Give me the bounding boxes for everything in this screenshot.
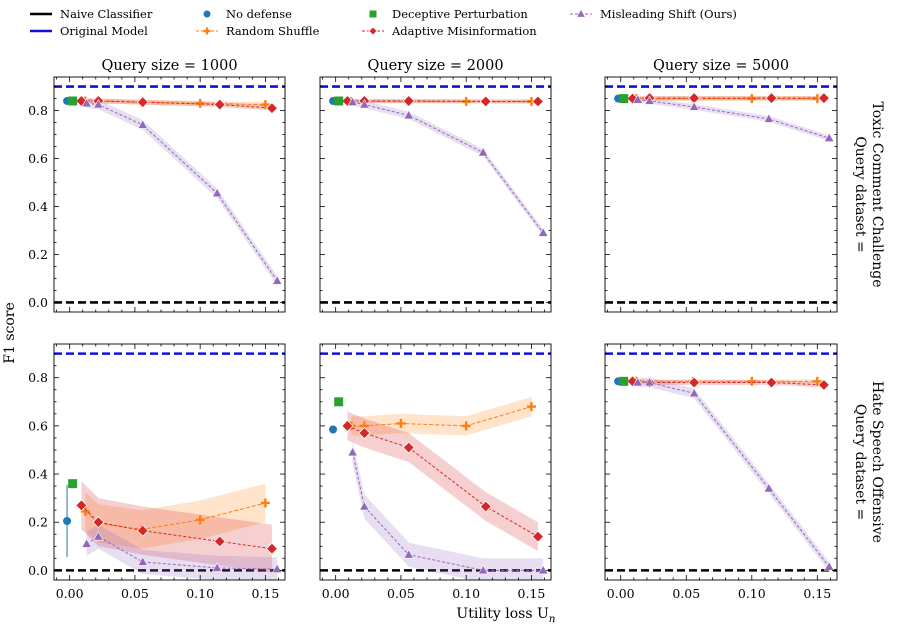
y-tick-label: 0.6	[28, 151, 48, 166]
confidence-band	[353, 99, 544, 237]
x-tick-label: 0.10	[452, 586, 480, 601]
panel-title: Query size = 5000	[653, 58, 789, 74]
triangle-marker	[348, 447, 358, 456]
x-axis-label: Utility loss Un	[456, 606, 555, 625]
x-tick-label: 0.10	[738, 586, 766, 601]
square-marker	[334, 96, 343, 105]
circle-marker	[329, 425, 337, 433]
diamond-marker	[369, 27, 377, 35]
chart-panel: 0.0 0.2 0.4 0.6 0.8 Query size = 1000	[28, 58, 285, 312]
x-tick-label: 0.15	[803, 586, 831, 601]
legend-label: Random Shuffle	[226, 24, 320, 38]
plot-area	[320, 354, 551, 583]
chart-panel: 0.00 0.05 0.10 0.15	[320, 344, 551, 601]
square-marker	[619, 377, 628, 386]
chart-panel: 0.00 0.05 0.10 0.15	[605, 344, 837, 601]
diamond-marker	[214, 99, 225, 110]
x-axis-label-main: Utility loss U	[456, 606, 549, 622]
y-tick-label: 0.0	[28, 563, 48, 578]
y-tick-label: 0.4	[28, 467, 48, 482]
x-tick-label: 0.10	[186, 586, 214, 601]
x-tick-label: 0.15	[518, 586, 546, 601]
row-label-line1: Query dataset =	[852, 136, 868, 252]
plot-area	[54, 354, 285, 582]
legend-item: Misleading Shift (Ours)	[570, 7, 737, 21]
y-tick-label: 0.8	[28, 103, 48, 118]
circle-marker	[63, 517, 71, 525]
y-tick-label: 0.6	[28, 418, 48, 433]
circle-marker	[204, 11, 211, 18]
y-axis-label: F1 score	[2, 302, 18, 364]
plot-area	[54, 87, 285, 303]
plot-area	[605, 354, 837, 572]
diamond-marker	[689, 377, 700, 388]
legend-item: Naive Classifier	[30, 7, 153, 21]
legend-label: Misleading Shift (Ours)	[600, 7, 737, 21]
x-tick-label: 0.15	[252, 586, 280, 601]
y-tick-label: 0.4	[28, 199, 48, 214]
chart-panel: Query size = 5000	[605, 58, 837, 312]
confidence-band	[87, 99, 278, 286]
y-tick-label: 0.8	[28, 370, 48, 385]
diamond-marker	[403, 95, 414, 106]
chart-panel: Query size = 2000	[320, 58, 551, 312]
legend-label: Adaptive Misinformation	[391, 24, 537, 38]
x-tick-label: 0.05	[121, 586, 149, 601]
panel-title: Query size = 1000	[101, 58, 237, 74]
x-axis-label-subscript: n	[549, 613, 556, 625]
x-tick-label: 0.00	[607, 586, 635, 601]
row-label-line1: Query dataset =	[852, 404, 868, 520]
legend-item: Adaptive Misinformation	[362, 24, 537, 38]
plot-area	[320, 87, 551, 303]
confidence-band	[638, 378, 829, 572]
row-label: Query dataset =Toxic Comment Challenge	[852, 102, 885, 288]
diamond-marker	[532, 96, 543, 107]
row-label-line2: Toxic Comment Challenge	[869, 102, 885, 288]
y-tick-label: 0.2	[28, 247, 48, 262]
series-line	[638, 383, 829, 567]
x-tick-label: 0.05	[672, 586, 700, 601]
plot-area	[605, 87, 837, 303]
series-line	[87, 103, 278, 280]
series-line	[353, 102, 544, 233]
diamond-marker	[818, 93, 829, 104]
row-label: Query dataset =Hate Speech Offensive	[852, 381, 885, 543]
legend: Naive Classifier Original Model No defense…	[30, 7, 737, 38]
chart-panel: 0.0 0.2 0.4 0.6 0.8 0.00 0.05 0.10 0.15	[28, 344, 285, 601]
square-marker	[619, 94, 628, 103]
x-tick-label: 0.05	[387, 586, 415, 601]
square-marker	[68, 96, 77, 105]
legend-item: Original Model	[30, 24, 148, 38]
confidence-band	[638, 97, 829, 141]
diamond-marker	[137, 97, 148, 108]
row-label-line2: Hate Speech Offensive	[869, 381, 885, 543]
diamond-marker	[766, 377, 777, 388]
square-marker	[370, 11, 377, 18]
square-marker	[334, 397, 343, 406]
legend-label: Naive Classifier	[60, 7, 153, 21]
panel-grid: 0.0 0.2 0.4 0.6 0.8 Query size = 1000 Query si…	[28, 58, 837, 601]
legend-label: Original Model	[60, 24, 148, 38]
panel-title: Query size = 2000	[367, 58, 503, 74]
y-tick-label: 0.0	[28, 295, 48, 310]
legend-label: Deceptive Perturbation	[392, 7, 528, 21]
legend-label: No defense	[226, 7, 292, 21]
panel-frame	[54, 77, 285, 312]
triangle-marker	[577, 10, 586, 18]
diamond-marker	[766, 93, 777, 104]
diamond-marker	[480, 96, 491, 107]
x-tick-label: 0.00	[322, 586, 350, 601]
legend-item: No defense	[204, 7, 293, 21]
legend-item: Deceptive Perturbation	[370, 7, 529, 21]
square-marker	[68, 479, 77, 488]
y-tick-label: 0.2	[28, 515, 48, 530]
x-tick-label: 0.00	[56, 586, 84, 601]
legend-item: Random Shuffle	[196, 24, 320, 38]
